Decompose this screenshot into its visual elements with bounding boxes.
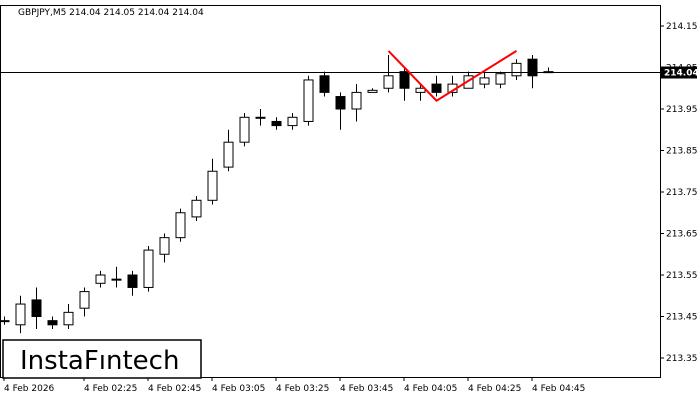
x-tick-label: 4 Feb 04:45 bbox=[532, 384, 585, 394]
candle bbox=[351, 84, 362, 122]
price-tag bbox=[661, 66, 697, 79]
candle-body-bull bbox=[383, 75, 394, 89]
candle-body-bear bbox=[527, 58, 538, 77]
candle-body-bull bbox=[143, 249, 154, 288]
candle-body-bear bbox=[47, 320, 58, 326]
candle bbox=[303, 75, 314, 126]
logo-text: InstaFıntech bbox=[20, 346, 179, 376]
double-top-pattern bbox=[387, 50, 518, 102]
candle bbox=[223, 129, 234, 172]
candle-body-bull bbox=[287, 116, 298, 127]
candle bbox=[495, 71, 506, 89]
candle-body-bull bbox=[175, 212, 186, 239]
y-tick-label: 213.65 bbox=[666, 230, 698, 240]
candle bbox=[175, 208, 186, 242]
candle-body-bull bbox=[63, 311, 74, 326]
y-tick-label: 213.55 bbox=[666, 271, 698, 281]
instafintech-logo: InstaFıntech bbox=[2, 339, 202, 379]
x-tick-label: 4 Feb 02:45 bbox=[148, 384, 201, 394]
candle-body-bull bbox=[255, 116, 266, 119]
candle bbox=[479, 71, 490, 89]
candle-body-bull bbox=[479, 77, 490, 85]
candle-body-bull bbox=[367, 89, 378, 93]
x-tick-label: 4 Feb 04:25 bbox=[468, 384, 521, 394]
candle bbox=[367, 88, 378, 93]
candle-body-bear bbox=[335, 96, 346, 110]
x-tick-label: 4 Feb 04:05 bbox=[404, 384, 457, 394]
candle bbox=[79, 287, 90, 317]
candle bbox=[415, 84, 426, 101]
candle-body-bear bbox=[431, 83, 442, 93]
candle bbox=[383, 55, 394, 93]
candle bbox=[31, 287, 42, 329]
candle bbox=[15, 295, 26, 334]
x-tick-label: 4 Feb 03:05 bbox=[212, 384, 265, 394]
candle-body-bull bbox=[95, 274, 106, 284]
candle bbox=[527, 55, 538, 89]
candle-body-bull bbox=[207, 170, 218, 201]
candle-body-bull bbox=[463, 75, 474, 89]
candle bbox=[239, 113, 250, 147]
y-tick-label: 213.95 bbox=[666, 105, 698, 115]
candle bbox=[271, 117, 282, 130]
x-axis: 4 Feb 2026 4 Feb 02:25 4 Feb 02:45 4 Feb 03… bbox=[3, 377, 585, 394]
candle bbox=[319, 71, 330, 97]
candle bbox=[111, 266, 122, 288]
candle-body-bear bbox=[127, 274, 138, 288]
candle bbox=[95, 270, 106, 288]
y-tick-label: 213.75 bbox=[666, 188, 698, 198]
candle-body-bull bbox=[15, 303, 26, 326]
pattern-line bbox=[387, 50, 518, 102]
candle bbox=[335, 92, 346, 130]
candle-body-bull bbox=[495, 73, 506, 85]
candle-body-bull bbox=[415, 87, 426, 93]
chart-title: GBPJPY,M5 214.04 214.05 214.04 214.04 bbox=[18, 8, 204, 18]
candle-body-bull bbox=[159, 237, 170, 255]
candle bbox=[127, 270, 138, 296]
candle-body-bull bbox=[239, 116, 250, 143]
x-tick-label: 4 Feb 03:25 bbox=[276, 384, 329, 394]
candle-body-bull bbox=[191, 199, 202, 218]
candle bbox=[431, 75, 442, 97]
y-tick-label: 213.85 bbox=[666, 147, 698, 157]
candle bbox=[143, 245, 154, 292]
candle-body-bull bbox=[79, 291, 90, 309]
candle-body-bear bbox=[399, 71, 410, 89]
y-tick-label: 214.15 bbox=[666, 22, 698, 32]
candle-body-bull bbox=[111, 278, 122, 281]
candle bbox=[0, 316, 10, 325]
logo-box bbox=[2, 339, 202, 379]
candle bbox=[63, 304, 74, 329]
candle-series bbox=[0, 55, 554, 334]
candle-body-bull bbox=[223, 141, 234, 168]
plot-frame bbox=[0, 5, 661, 378]
candle-body-bear bbox=[271, 120, 282, 127]
candle-body-bull bbox=[351, 91, 362, 110]
candle-body-bear bbox=[319, 75, 330, 93]
candle bbox=[287, 113, 298, 130]
candle bbox=[159, 233, 170, 263]
x-tick-label: 4 Feb 02:25 bbox=[84, 384, 137, 394]
candle-body-bull bbox=[511, 62, 522, 77]
price-tag-label: 214.04 bbox=[664, 69, 699, 79]
candle-body-bear bbox=[31, 299, 42, 317]
y-tick-label: 213.45 bbox=[666, 313, 698, 323]
x-tick-label: 4 Feb 03:45 bbox=[340, 384, 393, 394]
candle bbox=[399, 67, 410, 101]
candle bbox=[511, 59, 522, 80]
candle bbox=[191, 196, 202, 222]
current-price-line: 214.04 bbox=[0, 66, 699, 79]
x-tick-label: 4 Feb 2026 bbox=[4, 384, 55, 394]
y-tick-label: 213.35 bbox=[666, 354, 698, 364]
candle bbox=[255, 109, 266, 126]
candle-body-bull bbox=[303, 79, 314, 122]
candle bbox=[47, 316, 58, 329]
candle bbox=[207, 158, 218, 205]
candle-body-bull bbox=[0, 320, 10, 323]
